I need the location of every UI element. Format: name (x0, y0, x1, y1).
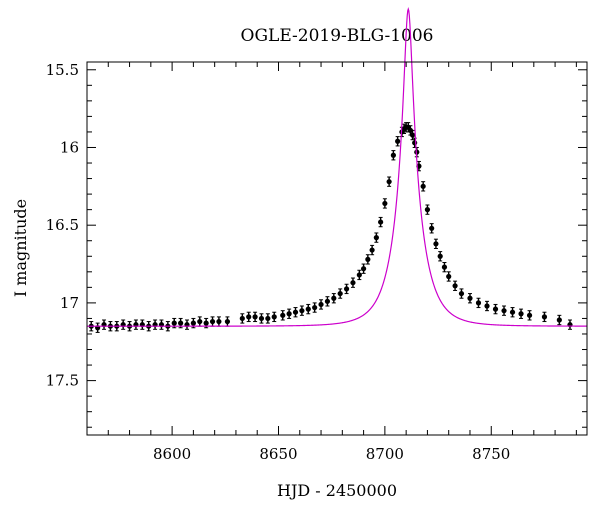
data-point (475, 300, 482, 306)
x-tick-label: 8750 (472, 445, 510, 463)
y-tick-label: 17.5 (46, 372, 79, 390)
data-point (356, 272, 362, 278)
data-point (252, 314, 258, 320)
data-point (429, 225, 435, 231)
data-point (280, 312, 286, 318)
data-point (224, 318, 231, 325)
data-point (171, 320, 177, 326)
data-point (424, 207, 431, 213)
chart-marks (87, 6, 588, 333)
data-point (197, 318, 203, 325)
y-tick-label: 15.5 (46, 61, 79, 79)
data-point (360, 266, 367, 272)
data-point (373, 235, 379, 241)
data-point (324, 298, 331, 304)
data-point (433, 241, 439, 247)
x-tick-label: 8700 (366, 445, 404, 463)
data-point (292, 309, 299, 315)
data-point (286, 311, 292, 317)
data-point (386, 179, 392, 185)
chart-title: OGLE-2019-BLG-1006 (241, 26, 434, 46)
data-point (369, 247, 375, 253)
data-point (390, 152, 396, 158)
data-point (458, 290, 465, 297)
data-point (365, 256, 371, 262)
y-tick-label: 16.5 (46, 216, 79, 234)
data-point (271, 314, 277, 320)
model-curve (87, 6, 588, 327)
data-point (178, 320, 184, 326)
data-point (343, 286, 350, 292)
data-point (407, 127, 414, 133)
x-tick-label: 8650 (259, 445, 297, 463)
data-point (484, 303, 490, 309)
data-point (420, 183, 426, 189)
data-point (441, 264, 448, 270)
data-point (509, 309, 516, 315)
data-point (382, 200, 388, 207)
data-point (246, 314, 252, 320)
data-point (299, 308, 305, 314)
data-point (203, 320, 209, 326)
data-point (331, 295, 337, 301)
data-point (265, 315, 271, 322)
axes: 8600 8650 8700 8750 15.5 16 16.5 17 17.5 (46, 61, 587, 463)
data-point (312, 304, 318, 311)
data-point (239, 315, 245, 322)
plot-frame (86, 61, 588, 436)
x-axis-label: HJD - 2450000 (277, 481, 397, 500)
data-point (437, 253, 443, 259)
data-point (305, 306, 311, 312)
data-point (518, 311, 524, 317)
y-tick-label: 17 (60, 294, 79, 312)
x-tick-label: 8600 (153, 445, 191, 463)
data-point (395, 138, 401, 144)
data-point (350, 280, 356, 286)
data-point (337, 290, 343, 297)
data-point (446, 273, 452, 280)
data-point (409, 132, 416, 138)
data-point (467, 295, 473, 301)
y-tick-label: 16 (60, 138, 79, 156)
data-point (216, 318, 222, 325)
data-point (209, 318, 216, 325)
data-point (190, 320, 196, 326)
data-point (541, 314, 548, 320)
data-point (526, 312, 533, 318)
data-point (452, 283, 458, 289)
data-point (501, 308, 507, 314)
y-axis-label: I magnitude (11, 199, 30, 297)
data-point (492, 306, 499, 312)
data-point (412, 140, 418, 146)
data-point (556, 317, 562, 323)
data-point (318, 301, 324, 308)
data-point (378, 219, 384, 225)
data-point (258, 315, 265, 322)
